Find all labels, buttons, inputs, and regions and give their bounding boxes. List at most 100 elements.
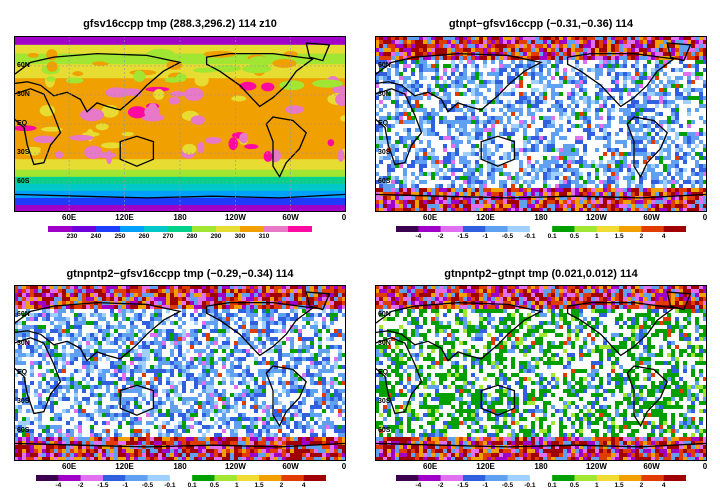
lon-label: 60W — [282, 213, 299, 222]
diff-cell — [659, 196, 663, 200]
lat-label: 30N — [378, 90, 391, 98]
diff-cell — [463, 128, 467, 132]
diff-cell — [38, 329, 42, 333]
diff-cell — [503, 68, 507, 72]
diff-cell — [326, 349, 330, 353]
diff-cell — [647, 200, 651, 204]
diff-cell — [266, 441, 270, 445]
diff-cell — [262, 381, 266, 385]
diff-cell — [555, 200, 559, 204]
diff-cell — [242, 305, 246, 309]
diff-cell — [294, 325, 298, 329]
diff-cell — [166, 361, 170, 365]
diff-cell — [683, 160, 687, 164]
diff-cell — [330, 381, 334, 385]
diff-cell — [58, 429, 62, 433]
diff-cell — [58, 289, 62, 293]
diff-cell — [407, 52, 411, 56]
diff-cell — [290, 357, 294, 361]
diff-cell — [467, 80, 471, 84]
diff-cell — [274, 297, 278, 301]
diff-cell — [559, 156, 563, 160]
diff-cell — [310, 289, 314, 293]
diff-cell — [294, 289, 298, 293]
diff-cell — [98, 441, 102, 445]
diff-cell — [623, 108, 627, 112]
diff-cell — [575, 176, 579, 180]
diff-cell — [403, 208, 407, 212]
diff-cell — [230, 297, 234, 301]
diff-cell — [262, 369, 266, 373]
diff-cell — [226, 325, 230, 329]
diff-cell — [643, 40, 647, 44]
diff-cell — [567, 156, 571, 160]
diff-cell — [607, 120, 611, 124]
diff-cell — [78, 421, 82, 425]
diff-cell — [483, 188, 487, 192]
diff-cell — [483, 48, 487, 52]
diff-cell — [194, 413, 198, 417]
diff-cell — [663, 120, 667, 124]
diff-cell — [575, 40, 579, 44]
diff-cell — [595, 72, 599, 76]
diff-cell — [439, 160, 443, 164]
diff-cell — [102, 369, 106, 373]
diff-cell — [483, 120, 487, 124]
diff-cell — [415, 80, 419, 84]
diff-cell — [531, 68, 535, 72]
diff-cell — [683, 188, 687, 192]
diff-cell — [403, 76, 407, 80]
diff-cell — [647, 188, 651, 192]
diff-cell — [683, 36, 687, 40]
diff-cell — [663, 200, 667, 204]
diff-cell — [58, 385, 62, 389]
diff-cell — [679, 132, 683, 136]
diff-cell — [338, 285, 342, 289]
diff-cell — [342, 389, 346, 393]
diff-cell — [170, 349, 174, 353]
diff-cell — [543, 52, 547, 56]
diff-cell — [455, 92, 459, 96]
diff-cell — [463, 44, 467, 48]
diff-cell — [242, 325, 246, 329]
diff-cell — [194, 365, 198, 369]
diff-cell — [318, 397, 322, 401]
diff-cell — [102, 413, 106, 417]
diff-cell — [102, 437, 106, 441]
diff-cell — [471, 204, 475, 208]
diff-cell — [318, 289, 322, 293]
diff-cell — [258, 317, 262, 321]
diff-cell — [467, 168, 471, 172]
diff-cell — [675, 112, 679, 116]
diff-cell — [174, 289, 178, 293]
diff-cell — [403, 100, 407, 104]
diff-cell — [182, 333, 186, 337]
diff-cell — [687, 108, 691, 112]
diff-cell — [94, 437, 98, 441]
coastline-6 — [14, 193, 346, 212]
diff-cell — [298, 413, 302, 417]
diff-cell — [443, 80, 447, 84]
diff-cell — [250, 329, 254, 333]
diff-cell — [266, 361, 270, 365]
diff-cell — [166, 329, 170, 333]
diff-cell — [142, 381, 146, 385]
coastline-2 — [119, 135, 155, 167]
diff-cell — [543, 176, 547, 180]
diff-cell — [50, 293, 54, 297]
diff-cell — [431, 200, 435, 204]
diff-cell — [471, 180, 475, 184]
diff-cell — [202, 381, 206, 385]
diff-cell — [294, 285, 298, 289]
diff-cell — [110, 397, 114, 401]
diff-cell — [459, 92, 463, 96]
diff-cell — [559, 60, 563, 64]
diff-cell — [294, 305, 298, 309]
diff-cell — [206, 381, 210, 385]
diff-cell — [218, 417, 222, 421]
diff-cell — [206, 301, 210, 305]
diff-cell — [326, 417, 330, 421]
diff-cell — [575, 188, 579, 192]
diff-cell — [587, 136, 591, 140]
diff-cell — [94, 393, 98, 397]
